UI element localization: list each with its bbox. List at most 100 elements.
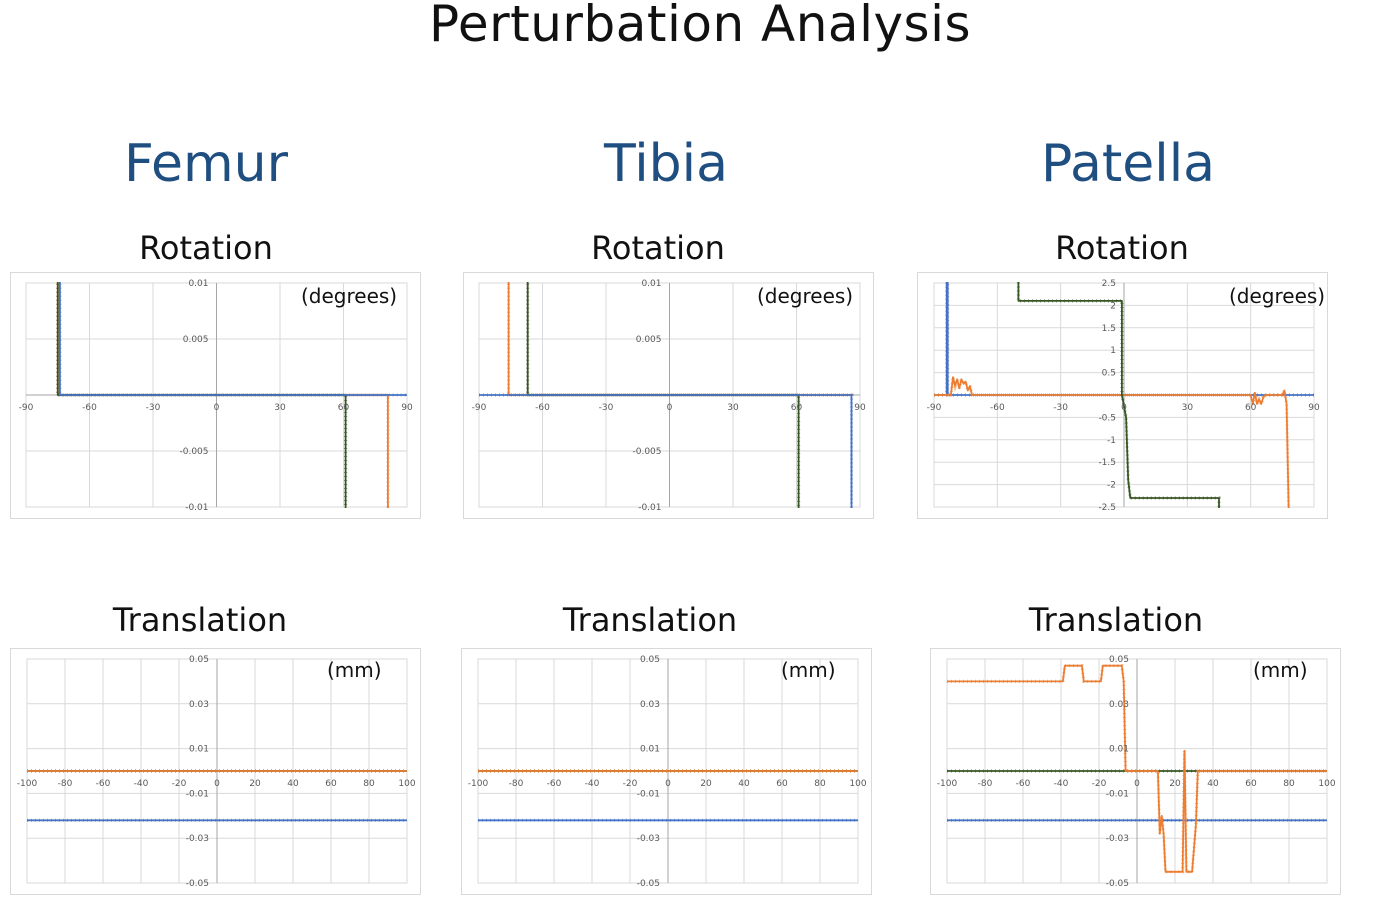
patella-rotation-y-tick-label: 2.5	[1102, 279, 1116, 289]
femur-rotation-x-tick-label: -30	[146, 403, 161, 413]
tibia-rotation-y-tick-label: 0.005	[636, 335, 662, 345]
patella-rotation-y-tick-label: 2	[1110, 301, 1116, 311]
patella-rotation-y-tick-label: -2	[1107, 481, 1116, 491]
patella-translation-y-tick-label: 0.05	[1109, 655, 1129, 665]
femur-translation-y-tick-label: 0.05	[189, 655, 209, 665]
patella-rotation-series-orange-markers	[934, 373, 1291, 508]
tibia-rotation-unit: (degrees)	[757, 284, 854, 308]
femur-rotation-y-tick-label: 0.01	[188, 279, 208, 289]
tibia-translation-x-tick-label: 80	[814, 779, 826, 789]
patella-translation-y-tick-label: 0.03	[1109, 700, 1129, 710]
patella-rotation-y-tick-label: -1	[1107, 436, 1116, 446]
tibia-translation-x-tick-label: -60	[547, 779, 562, 789]
femur-translation-x-tick-label: -80	[58, 779, 73, 789]
patella-translation-x-tick-label: 60	[1245, 779, 1257, 789]
femur-translation-y-tick-label: -0.01	[186, 789, 209, 799]
patella-translation-y-tick-label: -0.03	[1106, 834, 1129, 844]
femur-rotation-series-blue	[59, 282, 407, 396]
tibia-rotation-x-tick-label: 60	[791, 403, 803, 413]
tibia-translation-x-tick-label: 0	[665, 779, 671, 789]
femur-rotation-y-tick-label: 0.005	[183, 335, 209, 345]
femur-rotation-x-tick-label: -90	[19, 403, 34, 413]
patella-translation-title: Translation	[1028, 601, 1204, 639]
patella-rotation-x-tick-label: -60	[990, 403, 1005, 413]
femur-rotation-x-tick-label: 0	[214, 403, 220, 413]
patella-rotation-y-tick-label: 1.5	[1102, 324, 1116, 334]
tibia-translation-unit: (mm)	[781, 658, 836, 682]
patella-rotation-x-tick-label: 90	[1308, 403, 1320, 413]
tibia-rotation-x-tick-label: 30	[727, 403, 739, 413]
patella-rotation-x-tick-label: 30	[1182, 403, 1194, 413]
patella-translation-plot: -100 -80 -60 -40 -20 0 20 40 60 80 100 0.05 0.03 0.01…	[937, 655, 1336, 889]
femur-translation-plot: -100 -80 -60 -40 -20 0 20 40 60 80 100 0.05 0.03 0.01…	[17, 655, 416, 889]
tibia-rotation-series-blue	[479, 394, 853, 508]
femur-translation-x-tick-label: 80	[363, 779, 375, 789]
patella-translation-chart: -100 -80 -60 -40 -20 0 20 40 60 80 100 0.05 0.03 0.01…	[930, 648, 1341, 895]
patella-heading: Patella	[1040, 134, 1216, 194]
femur-translation-x-tick-label: 20	[249, 779, 261, 789]
tibia-rotation-x-tick-label: -60	[535, 403, 550, 413]
patella-translation-x-tick-label: -40	[1054, 779, 1069, 789]
page-title: Perturbation Analysis	[428, 0, 972, 53]
femur-translation-title: Translation	[112, 601, 288, 639]
tibia-translation-x-tick-label: 40	[738, 779, 750, 789]
patella-translation-x-tick-label: -80	[978, 779, 993, 789]
tibia-translation-x-tick-label: -80	[509, 779, 524, 789]
patella-translation-y-tick-label: -0.01	[1106, 789, 1129, 799]
patella-rotation-x-tick-label: 0	[1121, 403, 1127, 413]
patella-rotation-title: Rotation	[1055, 229, 1189, 267]
femur-rotation-title: Rotation	[139, 229, 273, 267]
patella-rotation-series-green-markers	[1016, 282, 1221, 508]
tibia-translation-y-tick-label: -0.05	[637, 879, 660, 889]
patella-rotation-y-tick-label: -0.5	[1098, 413, 1116, 423]
femur-rotation-series-green-markers	[56, 282, 348, 508]
femur-rotation-x-tick-label: 60	[338, 403, 350, 413]
patella-rotation-x-tick-label: -90	[927, 403, 942, 413]
patella-rotation-y-tick-label: -2.5	[1098, 503, 1116, 513]
femur-rotation-chart: -90 -60 -30 0 30 60 90 0.01 0.005 -0.005 -0.01 (de…	[10, 272, 421, 519]
patella-translation-x-tick-label: 20	[1169, 779, 1181, 789]
femur-rotation-x-tick-label: -60	[82, 403, 97, 413]
tibia-translation-title: Translation	[562, 601, 738, 639]
patella-translation-x-tick-label: -100	[937, 779, 958, 789]
femur-rotation-x-tick-label: 90	[401, 403, 413, 413]
patella-rotation-x-tick-label: -30	[1053, 403, 1068, 413]
patella-translation-x-tick-label: -20	[1092, 779, 1107, 789]
patella-translation-x-tick-label: -60	[1016, 779, 1031, 789]
femur-rotation-plot: -90 -60 -30 0 30 60 90 0.01 0.005 -0.005 -0.01	[19, 279, 413, 513]
femur-translation-y-tick-label: 0.03	[189, 700, 209, 710]
tibia-translation-plot: -100 -80 -60 -40 -20 0 20 40 60 80 100 0.05 0.03 0.01…	[468, 655, 867, 889]
femur-translation-x-tick-label: 40	[287, 779, 299, 789]
femur-translation-y-tick-label: -0.03	[186, 834, 209, 844]
femur-translation-x-tick-label: 0	[214, 779, 220, 789]
patella-translation-y-tick-label: 0.01	[1109, 745, 1129, 755]
patella-rotation-y-tick-label: -1.5	[1098, 458, 1116, 468]
tibia-rotation-y-tick-label: -0.01	[638, 503, 661, 513]
tibia-translation-y-tick-label: 0.01	[640, 745, 660, 755]
femur-translation-x-tick-label: -100	[17, 779, 38, 789]
tibia-translation-y-tick-label: -0.01	[637, 789, 660, 799]
femur-translation-chart: -100 -80 -60 -40 -20 0 20 40 60 80 100 0.05 0.03 0.01…	[10, 648, 421, 895]
femur-translation-x-tick-label: -60	[96, 779, 111, 789]
tibia-rotation-series-blue-markers	[479, 393, 854, 508]
femur-translation-x-tick-label: 60	[325, 779, 337, 789]
tibia-rotation-chart: -90 -60 -30 0 30 60 90 0.01 0.005 -0.005 -0.01 (de…	[463, 272, 874, 519]
patella-translation-x-tick-label: 100	[1318, 779, 1335, 789]
tibia-translation-chart: -100 -80 -60 -40 -20 0 20 40 60 80 100 0.05 0.03 0.01…	[461, 648, 872, 895]
tibia-rotation-x-tick-label: 0	[667, 403, 673, 413]
patella-translation-series-orange-markers	[947, 664, 1327, 874]
tibia-heading: Tibia	[604, 134, 728, 194]
tibia-rotation-x-tick-label: -90	[472, 403, 487, 413]
tibia-rotation-y-tick-label: -0.005	[632, 447, 661, 457]
tibia-translation-y-tick-label: 0.05	[640, 655, 660, 665]
tibia-rotation-title: Rotation	[591, 229, 725, 267]
femur-translation-x-tick-label: -20	[172, 779, 187, 789]
femur-rotation-y-tick-label: -0.01	[185, 503, 208, 513]
femur-translation-x-tick-label: 100	[398, 779, 415, 789]
tibia-translation-x-tick-label: -20	[623, 779, 638, 789]
tibia-translation-x-tick-label: -100	[468, 779, 489, 789]
tibia-rotation-x-tick-label: 90	[854, 403, 866, 413]
patella-translation-x-tick-label: 0	[1134, 779, 1140, 789]
femur-translation-y-tick-label: 0.01	[189, 745, 209, 755]
femur-rotation-unit: (degrees)	[301, 284, 398, 308]
